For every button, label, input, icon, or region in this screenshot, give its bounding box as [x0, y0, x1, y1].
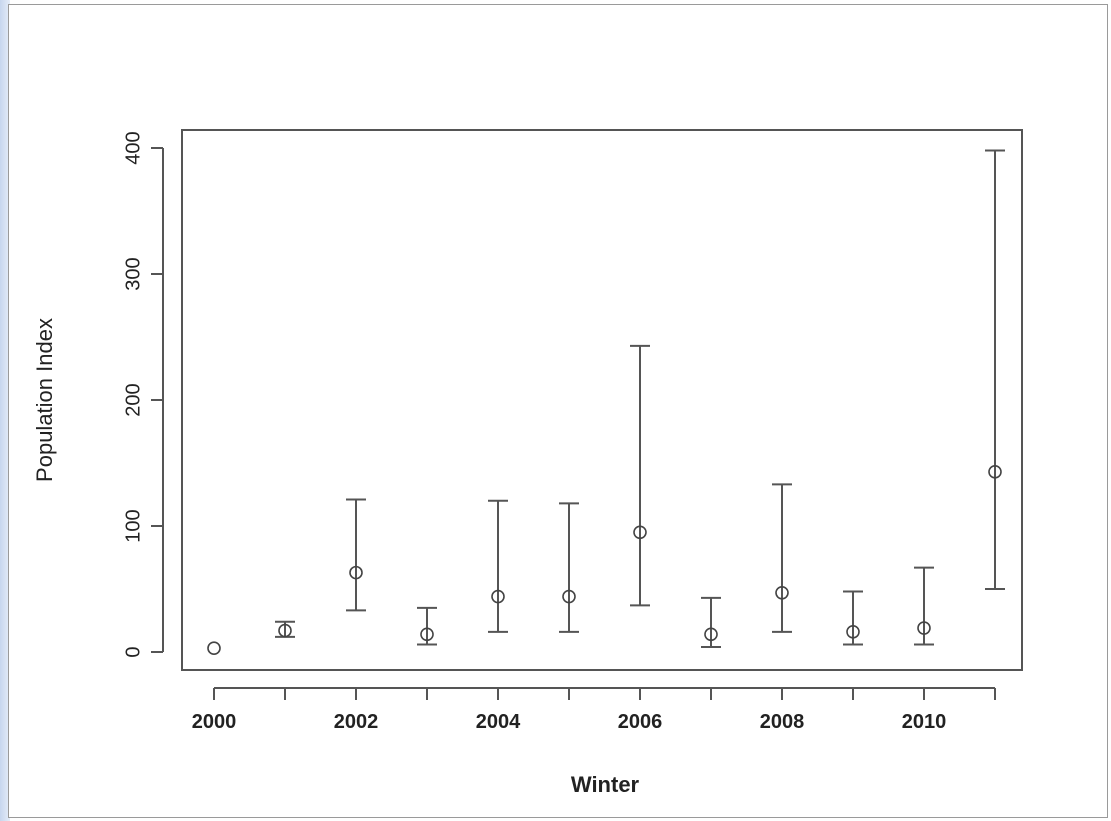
y-axis-title: Population Index: [32, 318, 57, 482]
y-tick-label: 300: [122, 257, 144, 290]
data-point: [491, 589, 505, 604]
x-tick-label: 2002: [334, 711, 379, 733]
error-bar: [488, 499, 508, 633]
x-axis: 2000 2002 2004 2006 2008 2010: [192, 687, 996, 733]
error-bar: [843, 590, 863, 646]
error-bar: [701, 596, 721, 648]
y-axis: 0 100 200 300 400: [122, 131, 164, 658]
data-point: [988, 465, 1002, 479]
x-tick-label: 2006: [618, 711, 663, 733]
y-tick-label: 100: [122, 509, 144, 542]
plot-area: [181, 129, 1023, 671]
error-bar: [772, 483, 792, 633]
error-bar: [630, 344, 650, 607]
x-tick-label: 2010: [902, 711, 947, 733]
x-tick-label: 2008: [760, 711, 805, 733]
page-edge: [0, 0, 10, 821]
figure-frame: [8, 4, 1108, 818]
x-tick-label: 2004: [476, 711, 521, 733]
data-point: [917, 621, 931, 635]
data-point: [846, 625, 860, 639]
data-points: [207, 465, 1002, 656]
y-tick-label: 200: [122, 383, 144, 416]
error-bar: [346, 498, 366, 612]
data-point: [633, 525, 647, 540]
data-point: [775, 585, 789, 600]
data-point: [349, 565, 363, 580]
error-bar: [417, 606, 437, 646]
x-axis-title: Winter: [571, 772, 640, 797]
y-tick-label: 0: [122, 646, 144, 657]
y-tick-label: 400: [122, 131, 144, 164]
error-bar: [985, 149, 1005, 590]
x-tick-label: 2000: [192, 711, 237, 733]
data-point: [420, 627, 434, 642]
error-bar: [914, 566, 934, 646]
error-bar: [559, 502, 579, 633]
data-point: [207, 641, 221, 656]
data-point: [278, 623, 292, 638]
data-point: [704, 627, 718, 642]
data-point: [562, 589, 576, 604]
error-bars: [275, 149, 1005, 648]
